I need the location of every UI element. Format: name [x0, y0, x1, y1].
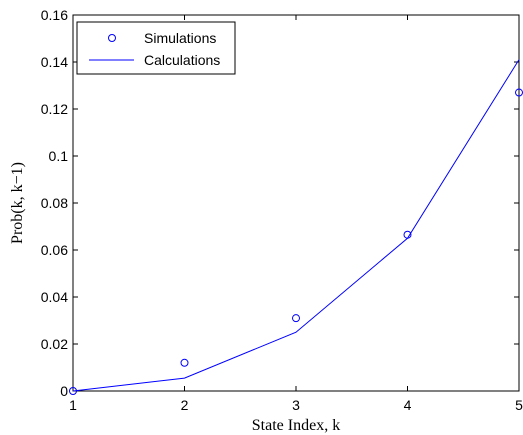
x-tick-label: 2	[181, 397, 189, 413]
x-tick-label: 5	[515, 397, 523, 413]
y-tick-label: 0.08	[41, 195, 68, 211]
x-axis-label: State Index, k	[252, 417, 340, 434]
x-tick-label: 3	[292, 397, 300, 413]
y-tick-label: 0	[60, 383, 68, 399]
legend-entry-calculations: Calculations	[144, 52, 220, 68]
plot-area: 1 2 3 4 5 0 0.02 0.04 0.06 0.08 0.1 0.12 0.14 0.16	[41, 7, 523, 413]
x-tick-label: 1	[69, 397, 77, 413]
y-tick-label: 0.06	[41, 242, 68, 258]
y-tick-label: 0.16	[41, 7, 68, 23]
y-tick-label: 0.04	[41, 289, 68, 305]
y-tick-label: 0.14	[41, 54, 68, 70]
y-tick-label: 0.1	[49, 148, 69, 164]
data-point-simulations	[180, 358, 189, 367]
legend-box	[76, 21, 236, 75]
x-tick-label: 4	[404, 397, 412, 413]
legend-marker-simulations	[108, 34, 116, 42]
y-tick-label: 0.02	[41, 336, 68, 352]
y-tick-label: 0.12	[41, 101, 68, 117]
y-axis-label: Prob(k, k−1)	[9, 162, 26, 244]
legend-entry-simulations: Simulations	[144, 30, 216, 46]
legend: Simulations Calculations	[76, 21, 236, 75]
series-line-calculations	[72, 59, 520, 392]
data-point-simulations	[292, 314, 300, 323]
